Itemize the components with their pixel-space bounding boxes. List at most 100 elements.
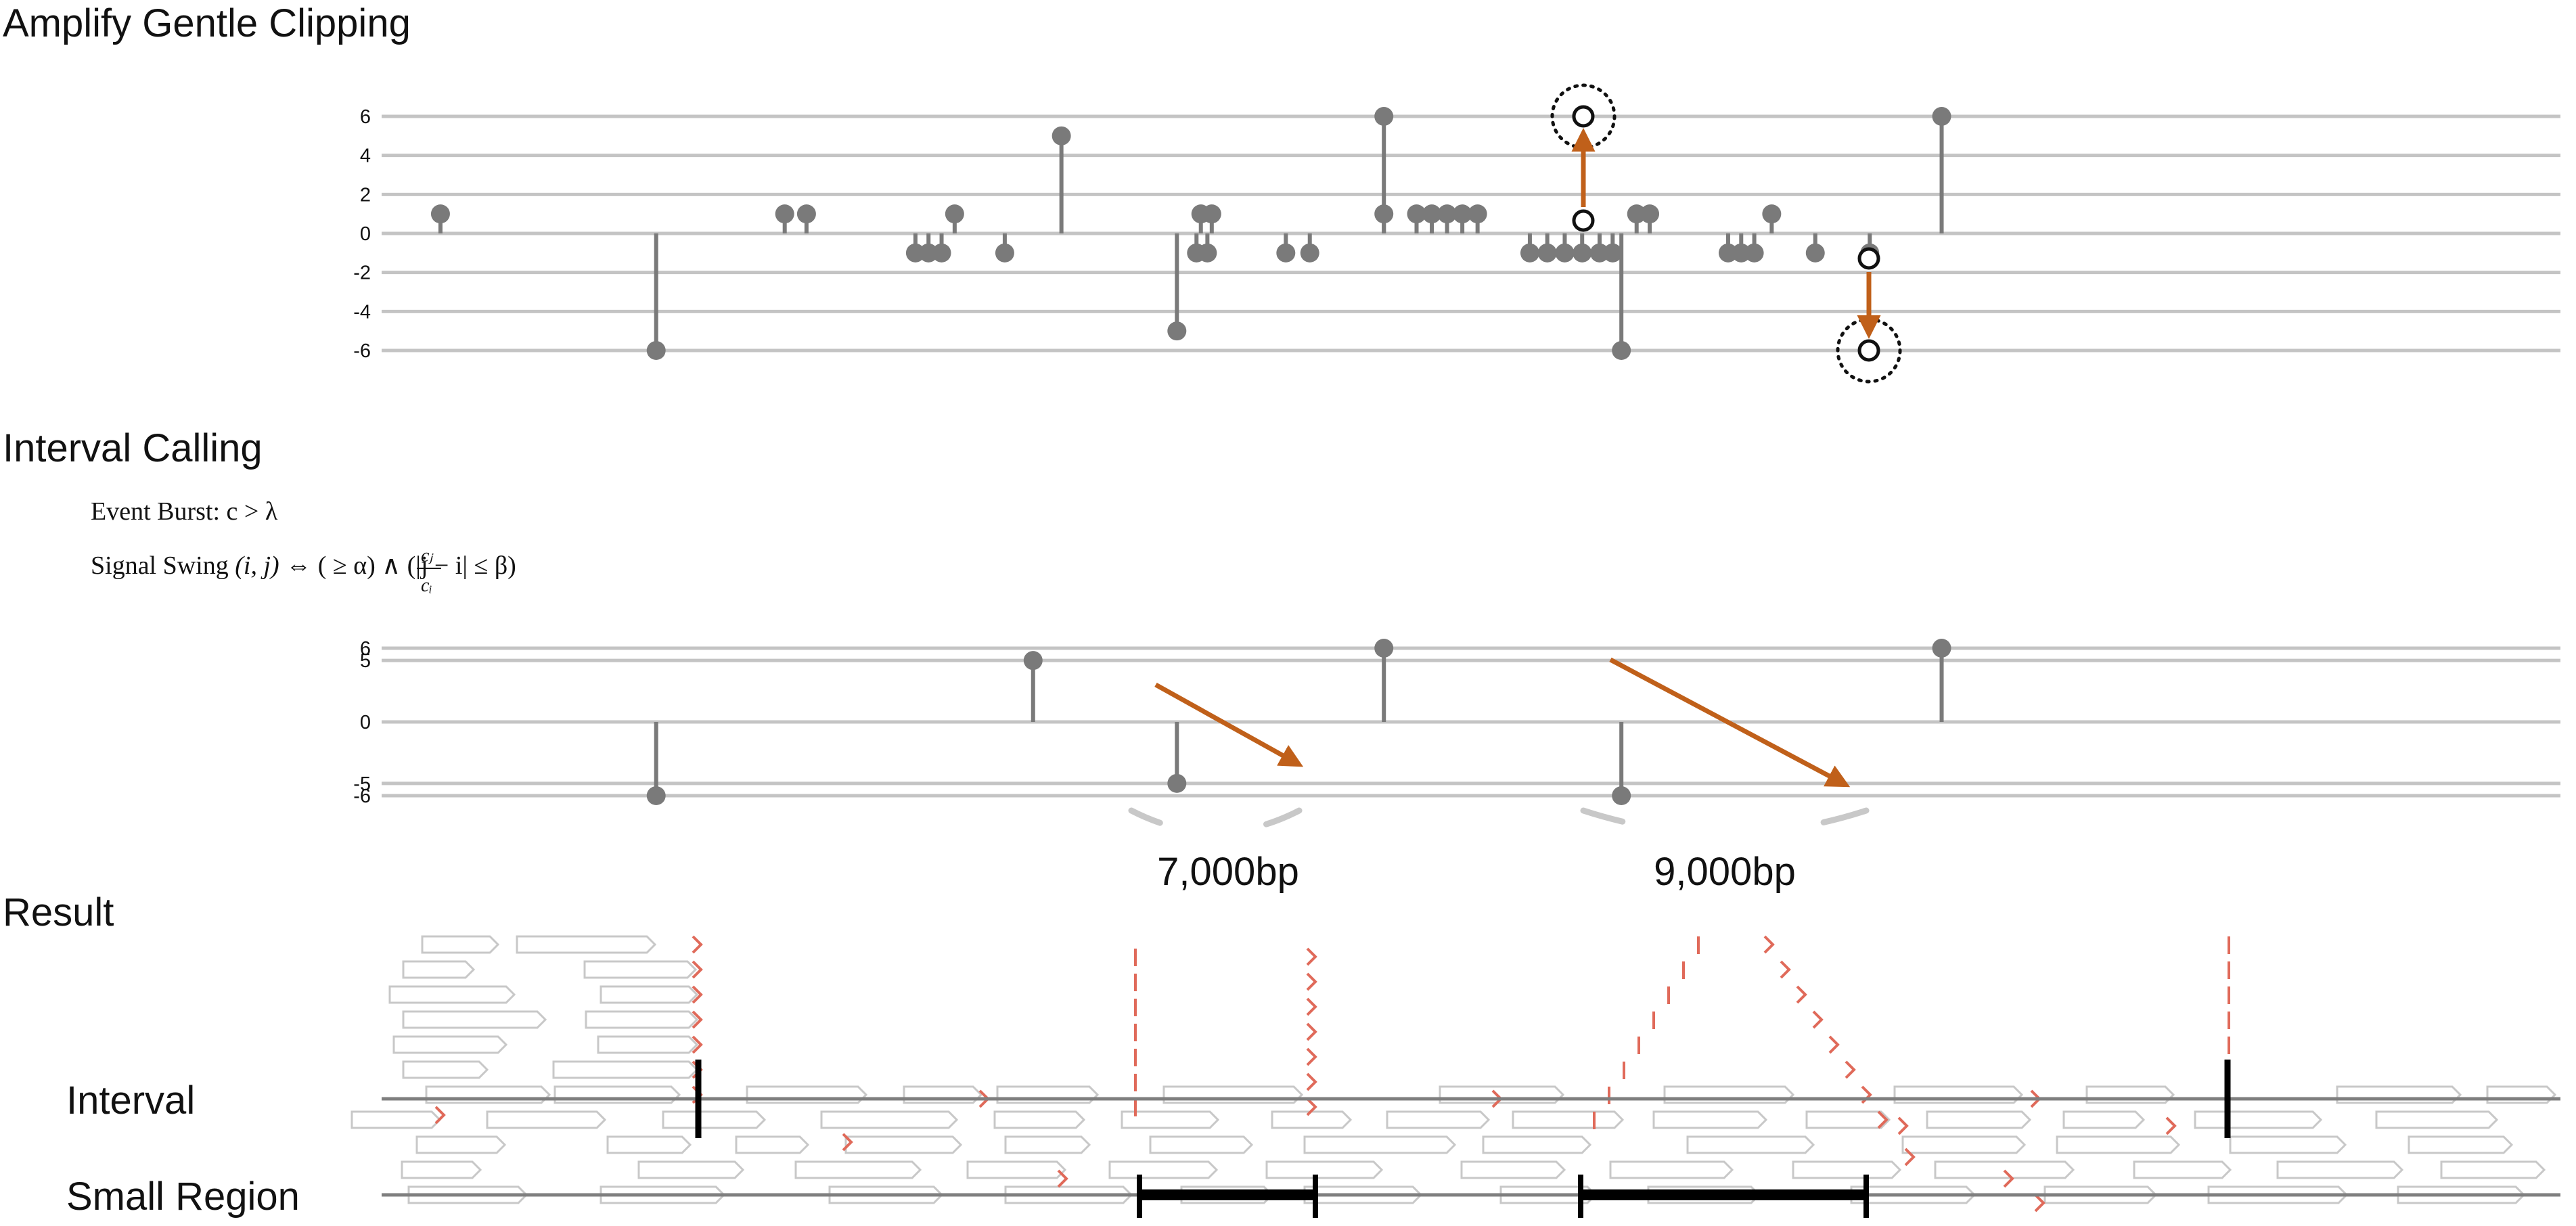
read-segment: [2276, 1160, 2404, 1179]
distance-label-1: 7,000bp: [1157, 850, 1299, 894]
soft-clip-mark: [842, 1133, 853, 1152]
swing-annotations: 7,000bp 9,000bp: [1128, 657, 1870, 894]
read-segment: [402, 1060, 489, 1079]
signal-swing-prefix: Signal Swing: [91, 551, 235, 580]
result-tracks: Interval Small Region: [66, 1060, 2560, 1219]
amplify-lollipop-point: [1520, 243, 1539, 263]
amplify-lollipop-point: [1732, 243, 1751, 263]
amplify-lollipop-point: [945, 204, 964, 224]
read-segment: [1121, 1110, 1220, 1129]
amplify-lollipop-point: [1640, 204, 1660, 224]
soft-clip-mark: [1306, 997, 1317, 1016]
amplify-lollipop-point: [796, 204, 816, 224]
amplify-lollipop-point: [1537, 243, 1557, 263]
interval-tick-label: 0: [360, 712, 371, 733]
signal-swing-iff: ⇔ (: [279, 551, 327, 580]
read-segment: [637, 1160, 745, 1179]
signal-swing-formula: Signal Swing (i, j) ⇔ ( ≥ α) ∧ (|j − i| …: [91, 551, 516, 580]
interval-lollipop-point: [646, 786, 666, 805]
interval-tick-label: -5: [353, 773, 371, 795]
swing-arrow-2: [1609, 657, 1851, 788]
read-segment: [597, 1035, 699, 1054]
read-segment: [583, 960, 698, 979]
read-segment: [735, 1135, 810, 1154]
interval-tick-label: 5: [360, 650, 371, 672]
read-segment: [388, 985, 516, 1004]
read-segment: [1149, 1135, 1254, 1154]
soft-clip-mark: [1306, 1072, 1317, 1091]
interval-lollipop-point: [1932, 639, 1951, 658]
soft-clip-mark: [692, 985, 703, 1004]
read-segment: [993, 1110, 1086, 1129]
soft-clip-mark: [2034, 1194, 2046, 1212]
interval-calling-title: Interval Calling: [3, 426, 263, 470]
signal-swing-condition: ≥ α) ∧ (|j − i| ≤ β): [326, 551, 516, 580]
amplify-lollipop-point: [1468, 204, 1487, 224]
signal-swing-args: (i, j): [235, 551, 279, 580]
read-segment: [2408, 1135, 2514, 1154]
soft-clip-mark: [1877, 1110, 1889, 1129]
interval-lollipop-chart: 65 0 -5-6: [353, 638, 2560, 807]
distance-label-2: 9,000bp: [1654, 850, 1796, 894]
original-point-negative: [1857, 247, 1880, 270]
soft-clip-mark: [1796, 985, 1807, 1004]
read-segment: [1271, 1110, 1353, 1129]
read-segment: [2229, 1135, 2347, 1154]
soft-clip-mark: [1897, 1116, 1909, 1135]
amplify-annotations: [1550, 83, 1902, 384]
read-segment: [1609, 1160, 1734, 1179]
result-title: Result: [3, 890, 114, 934]
amplified-point-positive: [1572, 105, 1595, 128]
read-segment: [486, 1110, 607, 1129]
soft-clip-mark: [1812, 1010, 1824, 1029]
amplify-lollipop-point: [1407, 204, 1426, 224]
distance-brace-1: [1128, 807, 1303, 836]
read-segment: [2056, 1135, 2181, 1154]
read-segment: [606, 1135, 692, 1154]
read-segment: [966, 1160, 1067, 1179]
amplify-lollipop-point: [1422, 204, 1442, 224]
read-segment: [794, 1160, 922, 1179]
soft-clip-mark: [1904, 1148, 1916, 1166]
soft-clip-mark: [692, 960, 703, 979]
read-segment: [2062, 1110, 2146, 1129]
read-segment: [844, 1135, 963, 1154]
amplify-lollipop-point: [1167, 321, 1187, 341]
read-segment: [1652, 1110, 1768, 1129]
swing-arrow-1: [1154, 682, 1304, 767]
read-segment: [1512, 1110, 1625, 1129]
read-segment: [1386, 1110, 1491, 1129]
amplify-tick-label: -2: [353, 263, 371, 284]
soft-clip-mark: [2165, 1116, 2177, 1135]
soft-clip-mark: [1828, 1035, 1840, 1054]
interval-label: Interval: [66, 1079, 195, 1122]
amplify-lollipop-point: [1932, 107, 1951, 126]
soft-clip-mark: [434, 1106, 446, 1125]
read-segment: [1303, 1135, 1457, 1154]
read-segment: [820, 1110, 959, 1129]
amplify-lollipop-point: [905, 243, 925, 263]
read-segment: [662, 1110, 767, 1129]
read-segment: [600, 985, 699, 1004]
amplify-lollipop-chart: 6 4 2 0 -2 -4 -6: [353, 106, 2560, 362]
soft-clip-mark: [1306, 972, 1317, 991]
amplify-tick-label: -4: [353, 301, 371, 323]
read-segment: [1482, 1135, 1592, 1154]
amplify-lollipop-point: [995, 243, 1014, 263]
amplify-lollipop-point: [775, 204, 794, 224]
read-segment: [402, 1010, 547, 1029]
read-segment: [2440, 1160, 2546, 1179]
amplify-lollipop-point: [932, 243, 951, 263]
read-segment: [392, 1035, 508, 1054]
amplify-lollipop-point: [1374, 204, 1394, 224]
small-region-label: Small Region: [66, 1175, 300, 1219]
read-segment: [351, 1110, 442, 1129]
read-segment: [1460, 1160, 1566, 1179]
interval-tick-label: 6: [360, 638, 371, 660]
interval-lollipop-point: [1167, 773, 1187, 793]
amplify-lollipop-point: [646, 341, 666, 360]
soft-clip-mark: [1306, 947, 1317, 966]
amplify-lollipop-point: [430, 204, 450, 224]
read-segment: [2375, 1110, 2499, 1129]
